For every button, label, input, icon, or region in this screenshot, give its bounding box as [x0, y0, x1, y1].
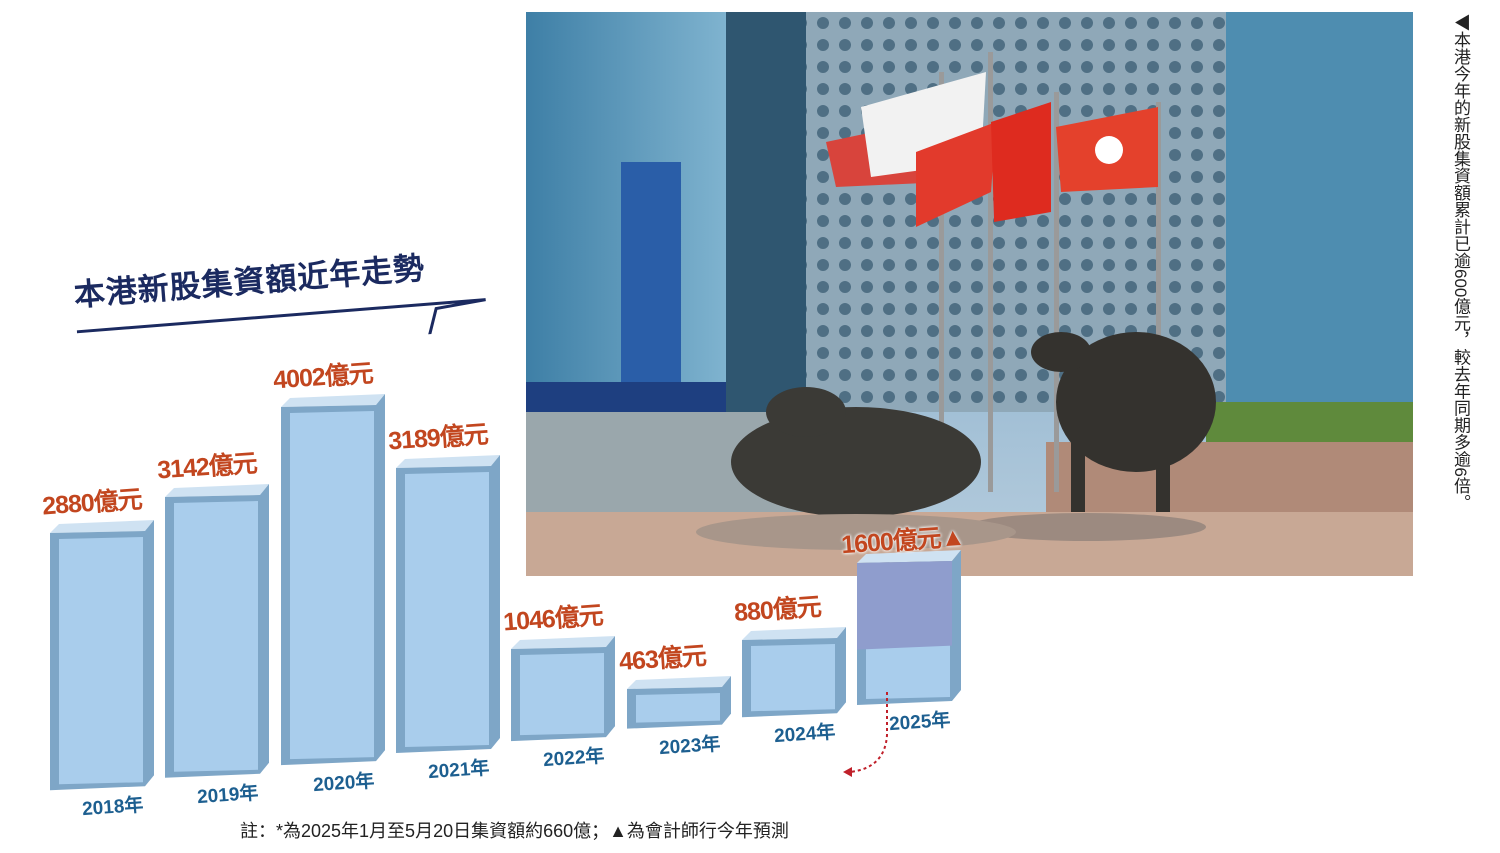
value-label: 2880億元	[41, 485, 143, 521]
bar-2019年	[165, 484, 270, 778]
value-label: 463億元	[617, 642, 707, 677]
value-label: 3142億元	[156, 449, 258, 485]
year-label: 2019年	[196, 782, 260, 808]
photo-caption: ◀本港今年的新股集資額累計已逾600億元，較去年同期多逾6倍。	[1451, 14, 1470, 511]
bar-2025年	[857, 549, 962, 705]
bar-2018年	[50, 519, 154, 790]
year-label: 2021年	[427, 758, 490, 784]
value-label: 3189億元	[387, 420, 489, 456]
value-label: 880億元	[733, 592, 822, 627]
flag-icon	[826, 52, 1161, 492]
value-label: 4002億元	[271, 359, 374, 395]
value-label: 1046億元	[502, 601, 604, 637]
chart-note: 註：*為2025年1月至5月20日集資額約660億；▲為會計師行今年預測	[240, 821, 789, 841]
title-underline	[76, 298, 486, 340]
year-label: 2020年	[312, 770, 375, 796]
year-label: 2023年	[657, 733, 721, 760]
photo-exchange-square-bulls	[526, 12, 1413, 576]
bar-2024年	[741, 626, 846, 717]
bar-2023年	[626, 676, 731, 729]
bar-2021年	[395, 455, 500, 754]
year-label: 2024年	[773, 721, 836, 747]
year-label: 2022年	[542, 746, 606, 772]
chart-title-group: 本港新股集資額近年走勢	[72, 242, 486, 340]
year-label: 2018年	[81, 794, 145, 821]
year-label: 2025年	[888, 709, 952, 735]
note-arrow	[843, 692, 888, 777]
bar-2020年	[280, 394, 385, 766]
bull-statue-icon	[696, 332, 1216, 550]
bar-2022年	[511, 636, 616, 742]
